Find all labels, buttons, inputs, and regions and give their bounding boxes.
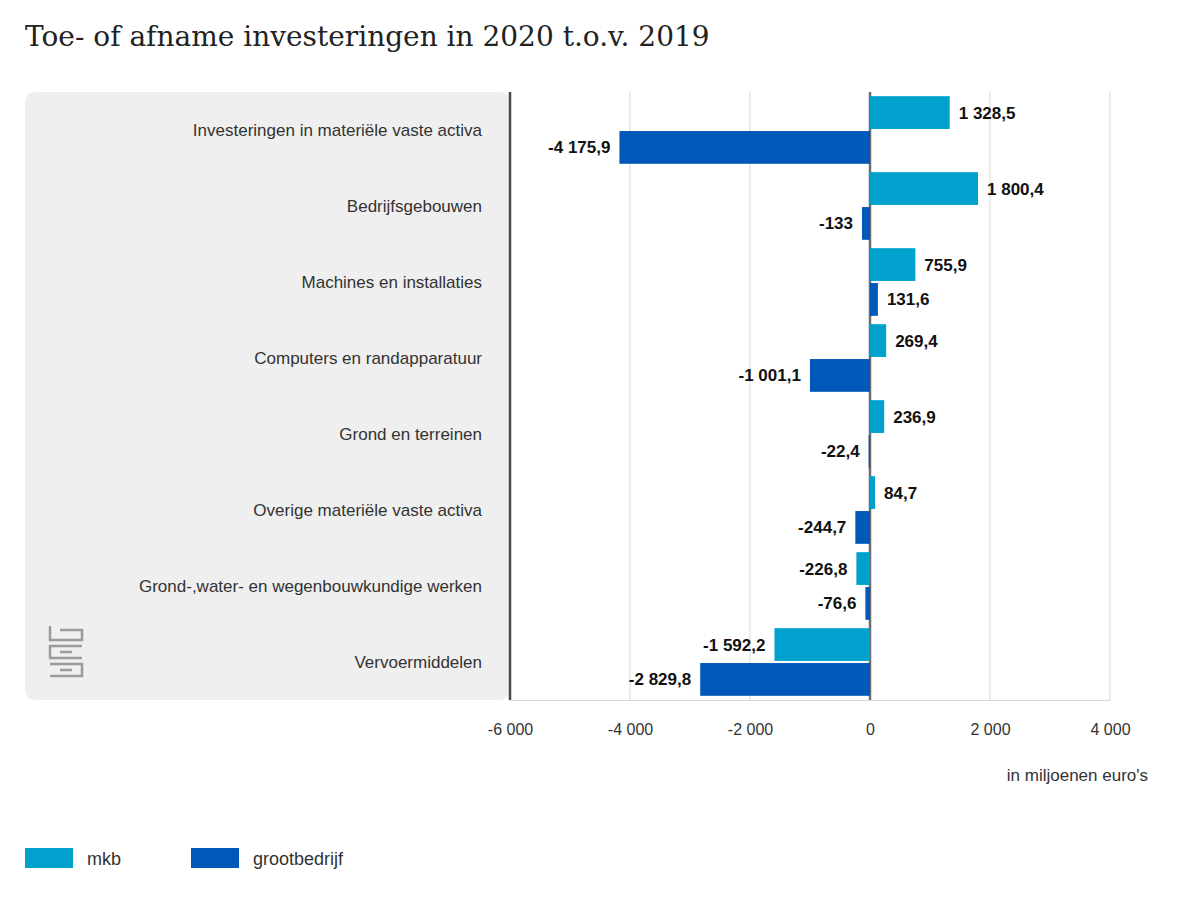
tick-label: -6 000 [488, 721, 533, 738]
legend-swatch [191, 848, 239, 868]
category-labels: Investeringen in materiële vaste activa B… [139, 121, 483, 672]
category-label-line: Overige materiële vaste activa [253, 501, 482, 520]
x-axis: -6 000 -4 000 -2 000 0 2 000 4 000 [488, 700, 1131, 738]
bar [700, 663, 870, 696]
category-label-line: Investeringen in materiële vaste activa [193, 121, 483, 140]
tick: 2 000 [970, 700, 1010, 738]
data-label: -133 [819, 214, 853, 233]
data-label: 1 328,5 [959, 104, 1016, 123]
category-panel [25, 92, 510, 700]
logo [50, 626, 82, 676]
category-label: Overige materiële vaste activa [253, 501, 482, 520]
category-label-line: Computers en randapparatuur [254, 349, 482, 368]
grid-line [1110, 92, 1111, 700]
legend-item: grootbedrijf [191, 848, 344, 869]
data-label: -2 829,8 [629, 670, 691, 689]
data-label: -4 175,9 [548, 138, 610, 157]
tick: -4 000 [608, 700, 653, 738]
grid-line [750, 92, 751, 700]
category-label: Vervoermiddelen [354, 653, 482, 672]
chart: Toe- of afname investeringen in 2020 t.o… [0, 0, 1200, 900]
category-label-line: Bedrijfsgebouwen [347, 197, 482, 216]
tick: 4 000 [1090, 700, 1130, 738]
x-axis-label: in miljoenen euro's [1007, 766, 1148, 785]
legend-item: mkb [25, 848, 121, 869]
legend-label: grootbedrijf [253, 849, 344, 869]
data-label: -22,4 [821, 442, 860, 461]
tick-label: 2 000 [970, 721, 1010, 738]
tick-label: -2 000 [728, 721, 773, 738]
category-label: Grond en terreinen [339, 425, 482, 444]
legend: mkb grootbedrijf [25, 848, 344, 869]
category-label: Bedrijfsgebouwen [347, 197, 482, 216]
bars [619, 96, 978, 696]
title: Toe- of afname investeringen in 2020 t.o… [25, 20, 710, 53]
data-labels: 1 328,5 1 800,4 755,9 269,4 236,9 84,7 -226,8 -… [548, 104, 1044, 690]
bar [870, 248, 915, 281]
bar [810, 359, 870, 392]
bar [774, 628, 870, 661]
category-label-line: Grond-,water- en wegenbouwkundige werken [139, 577, 482, 596]
category-label: Computers en randapparatuur [254, 349, 482, 368]
tick: -6 000 [488, 700, 533, 738]
legend-swatch [25, 848, 73, 868]
grid [510, 92, 1110, 700]
axis-line [511, 700, 1111, 701]
tick-label: -4 000 [608, 721, 653, 738]
grid-line [630, 92, 631, 700]
bar [856, 552, 870, 585]
tick: -2 000 [728, 700, 773, 738]
data-label: 755,9 [924, 256, 967, 275]
bar [870, 324, 886, 357]
data-label: 84,7 [884, 484, 917, 503]
grid-line [509, 92, 512, 700]
category-label-line: Grond en terreinen [339, 425, 482, 444]
data-label: 236,9 [893, 408, 936, 427]
legend-label: mkb [87, 849, 121, 869]
category-label-line: Machines en installaties [302, 273, 482, 292]
tick-label: 0 [866, 721, 875, 738]
bar [870, 172, 978, 205]
data-label: -226,8 [799, 560, 847, 579]
logo-part [50, 626, 82, 640]
tick-label: 4 000 [1090, 721, 1130, 738]
data-label: 269,4 [895, 332, 938, 351]
bar [870, 400, 884, 433]
tick: 0 [866, 700, 875, 738]
bar [862, 207, 870, 240]
data-label: -244,7 [798, 518, 846, 537]
data-label: -1 592,2 [703, 636, 765, 655]
category-label: Investeringen in materiële vaste activa [193, 121, 483, 140]
bar [619, 131, 870, 164]
category-label: Grond-,water- en wegenbouwkundige werken [139, 577, 482, 596]
logo-part [60, 652, 72, 670]
bar [869, 435, 870, 468]
bar [870, 283, 878, 316]
data-label: -1 001,1 [739, 366, 801, 385]
data-label: -76,6 [818, 594, 857, 613]
category-label-line: Vervoermiddelen [354, 653, 482, 672]
data-label: 1 800,4 [987, 180, 1044, 199]
bar [855, 511, 870, 544]
bar [870, 476, 875, 509]
data-label: 131,6 [887, 290, 930, 309]
bar [870, 96, 950, 129]
bar [865, 587, 870, 620]
category-label: Machines en installaties [302, 273, 482, 292]
